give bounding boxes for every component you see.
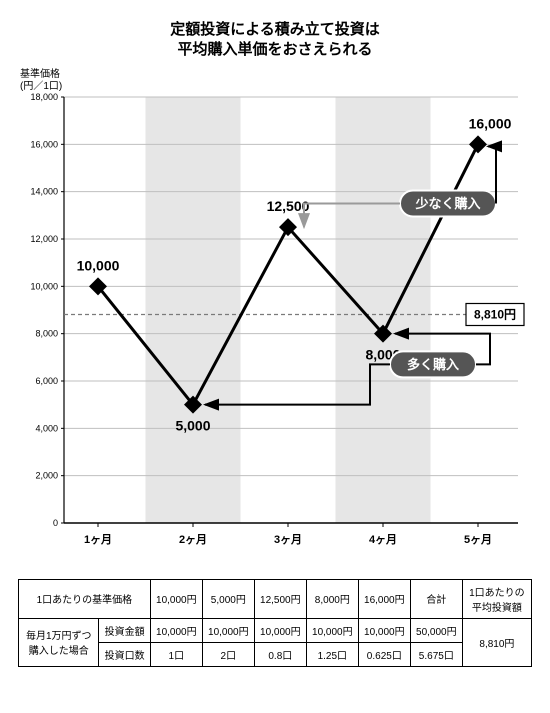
- table-cell: 10,000円: [254, 618, 306, 642]
- table-cell: 1.25口: [306, 642, 358, 666]
- table-cell: 1口: [150, 642, 202, 666]
- table-cell: 8,810円: [462, 618, 531, 666]
- table-cell: 0.8口: [254, 642, 306, 666]
- table-cell: 5,000円: [202, 579, 254, 618]
- svg-text:14,000: 14,000: [30, 186, 58, 196]
- svg-text:8,810円: 8,810円: [474, 307, 516, 321]
- y-axis-label-2: (円／1口): [20, 81, 532, 93]
- table-cell: 0.625口: [358, 642, 410, 666]
- data-table-wrap: 1口あたりの基準価格10,000円5,000円12,500円8,000円16,0…: [18, 579, 532, 667]
- svg-text:10,000: 10,000: [30, 281, 58, 291]
- data-table: 1口あたりの基準価格10,000円5,000円12,500円8,000円16,0…: [18, 579, 532, 667]
- table-cell: 10,000円: [306, 618, 358, 642]
- svg-text:1ヶ月: 1ヶ月: [84, 533, 112, 546]
- svg-text:5ヶ月: 5ヶ月: [464, 533, 492, 546]
- table-cell: 8,000円: [306, 579, 358, 618]
- table-cell: 投資口数: [99, 642, 150, 666]
- table-cell: 16,000円: [358, 579, 410, 618]
- table-cell: 10,000円: [150, 618, 202, 642]
- svg-text:0: 0: [53, 518, 58, 528]
- title-line-2: 平均購入単価をおさえられる: [18, 40, 532, 60]
- svg-text:2,000: 2,000: [35, 470, 58, 480]
- svg-text:3ヶ月: 3ヶ月: [274, 533, 302, 546]
- table-cell: 1口あたりの平均投資額: [462, 579, 531, 618]
- y-axis-label-1: 基準価格: [20, 69, 532, 81]
- svg-text:4,000: 4,000: [35, 423, 58, 433]
- svg-text:16,000: 16,000: [469, 115, 512, 131]
- chart-area: 0 2,000 4,000 6,000 8,000 10,000 12,000 14,000 1…: [18, 93, 532, 563]
- table-cell: 5.675口: [410, 642, 462, 666]
- table-cell: 1口あたりの基準価格: [19, 579, 151, 618]
- title-line-1: 定額投資による積み立て投資は: [18, 20, 532, 40]
- svg-text:10,000: 10,000: [77, 257, 120, 273]
- svg-text:2ヶ月: 2ヶ月: [179, 533, 207, 546]
- svg-text:18,000: 18,000: [30, 93, 58, 102]
- table-cell: 12,500円: [254, 579, 306, 618]
- svg-text:4ヶ月: 4ヶ月: [369, 533, 397, 546]
- table-cell: 合計: [410, 579, 462, 618]
- svg-text:少なく購入: 少なく購入: [414, 195, 480, 210]
- table-cell: 投資金額: [99, 618, 150, 642]
- table-cell: 毎月1万円ずつ購入した場合: [19, 618, 99, 666]
- table-cell: 2口: [202, 642, 254, 666]
- svg-text:多く購入: 多く購入: [407, 356, 459, 371]
- chart-title: 定額投資による積み立て投資は 平均購入単価をおさえられる: [18, 20, 532, 61]
- table-cell: 50,000円: [410, 618, 462, 642]
- svg-text:6,000: 6,000: [35, 376, 58, 386]
- table-cell: 10,000円: [358, 618, 410, 642]
- svg-text:5,000: 5,000: [175, 417, 210, 433]
- line-chart: 0 2,000 4,000 6,000 8,000 10,000 12,000 14,000 1…: [18, 93, 528, 563]
- y-axis-label: 基準価格 (円／1口): [20, 69, 532, 93]
- svg-text:12,000: 12,000: [30, 234, 58, 244]
- svg-text:8,000: 8,000: [35, 328, 58, 338]
- table-cell: 10,000円: [150, 579, 202, 618]
- svg-text:16,000: 16,000: [30, 139, 58, 149]
- table-cell: 10,000円: [202, 618, 254, 642]
